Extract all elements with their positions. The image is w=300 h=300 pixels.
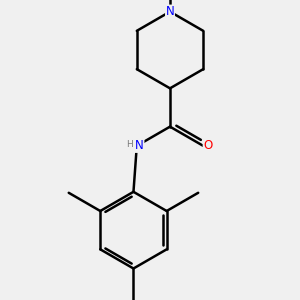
Text: N: N xyxy=(135,139,144,152)
Text: N: N xyxy=(166,5,174,18)
Text: O: O xyxy=(203,139,212,152)
Text: H: H xyxy=(126,140,133,149)
